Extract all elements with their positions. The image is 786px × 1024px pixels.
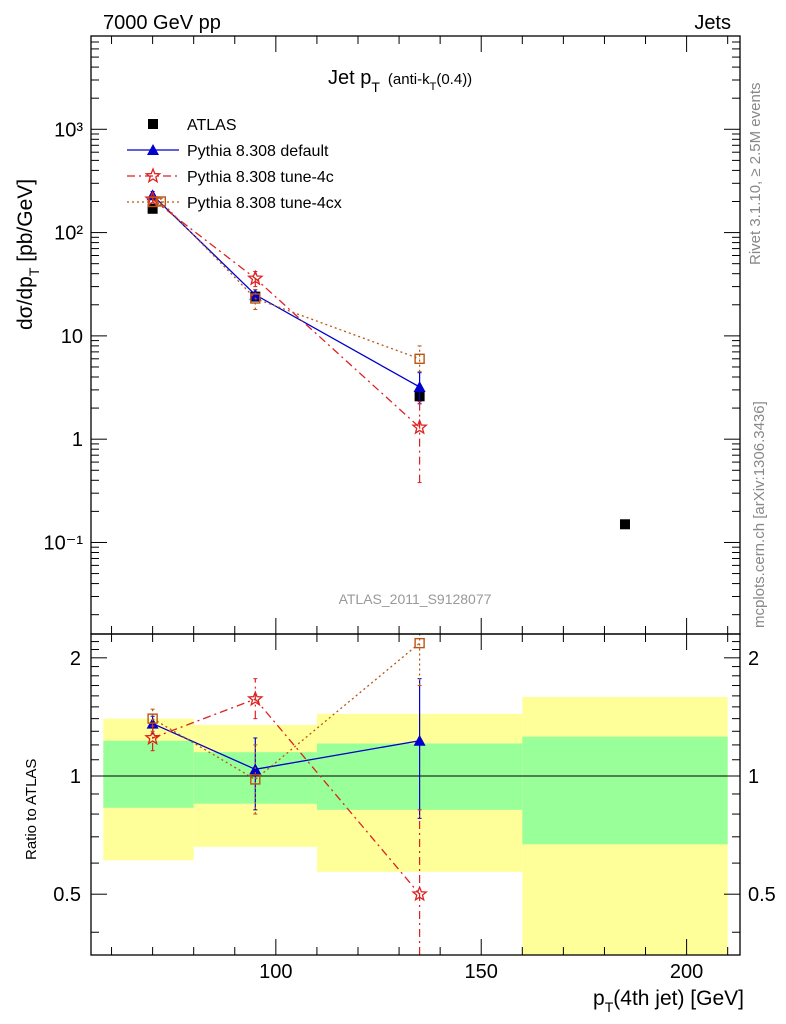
x-axis-label: pT(4th jet) [GeV] [593, 987, 744, 1015]
ratio-y-tick-label-right: 1 [748, 766, 759, 788]
legend-label-pythia-8-308-tune-4c: Pythia 8.308 tune-4c [187, 169, 334, 186]
ratio-point-pythia-8-308-default-2 [413, 734, 426, 746]
point-pythia-8-308-default-2 [413, 380, 426, 392]
legend-marker-pythia-8-308-tune-4cx [147, 196, 159, 208]
header-right: Jets [694, 12, 731, 34]
ratio-line-pythia-8-308-tune-4cx [152, 642, 421, 781]
ratio-point-pythia-8-308-tune-4cx-2 [414, 637, 425, 649]
analysis-watermark: ATLAS_2011_S9128077 [339, 591, 492, 607]
point-pythia-8-308-tune-4cx-1 [250, 293, 261, 304]
x-tick-label: 150 [465, 961, 498, 983]
title-sub: T [371, 79, 380, 95]
line-pythia-8-308-tune-4cx [160, 201, 420, 360]
point-pythia-8-308-tune-4c-2 [411, 418, 428, 435]
ratio-point-pythia-8-308-tune-4cx-1 [250, 774, 261, 785]
ratio-y-tick-label-right: 2 [748, 648, 759, 670]
main-y-axis-label: dσ/dpT [pb/GeV] [14, 179, 42, 330]
point-pythia-8-308-tune-4c-1 [246, 269, 264, 286]
main-y-tick-label: 10² [54, 223, 83, 245]
legend-label-pythia-8-308-tune-4cx: Pythia 8.308 tune-4cx [187, 195, 342, 212]
ratio-y-axis-label: Ratio to ATLAS [23, 759, 40, 860]
ratio-point-pythia-8-308-tune-4c-2 [411, 885, 428, 902]
line-pythia-8-308-tune-4c [152, 198, 421, 428]
point-atlas-3 [619, 519, 630, 530]
ratio-y-tick-label-left: 2 [70, 648, 81, 670]
line-pythia-8-308-default [152, 194, 420, 388]
legend-label-atlas: ATLAS [187, 117, 237, 134]
legend-label-pythia-8-308-default: Pythia 8.308 default [187, 143, 329, 160]
side-text-rivet: Rivet 3.1.10, ≥ 2.5M events [747, 83, 764, 266]
ratio-point-pythia-8-308-tune-4cx-0 [147, 713, 158, 724]
ratio-point-pythia-8-308-tune-4c-1 [246, 690, 264, 707]
legend-marker-pythia-8-308-tune-4c [144, 167, 162, 184]
plot-title: Jet pT (anti-kT(0.4)) [328, 67, 472, 95]
title-main: Jet p [328, 67, 371, 89]
ratio-y-tick-label-right: 0.5 [748, 884, 776, 906]
title-suffix-a: (anti-k [388, 71, 430, 88]
point-atlas-0 [147, 203, 158, 214]
main-y-tick-label: 10³ [54, 119, 83, 141]
legend-marker-atlas [148, 119, 158, 129]
band-inner-3 [522, 736, 728, 845]
ratio-y-tick-label-left: 0.5 [53, 884, 81, 906]
x-tick-label: 200 [670, 961, 703, 983]
title-suffix-b: (0.4)) [436, 71, 472, 88]
legend: ATLAS Pythia 8.308 default Pythia 8.308 tu… [127, 117, 342, 212]
axes: 10⁻¹ 1 10 10² 10³ 0.5 0.5 1 1 2 2 100 150 200 [44, 35, 776, 983]
ratio-uncertainty-bands [91, 696, 740, 955]
point-pythia-8-308-tune-4cx-0 [155, 196, 167, 207]
main-y-tick-label: 1 [72, 429, 83, 451]
ratio-y-tick-label-left: 1 [70, 766, 81, 788]
ratio-panel-series [144, 633, 428, 956]
x-tick-label: 100 [259, 961, 292, 983]
side-text-mcplots: mcplots.cern.ch [arXiv:1306.3436] [751, 401, 768, 628]
legend-marker-pythia-8-308-default [147, 144, 159, 155]
ratio-panel-frame [90, 633, 741, 956]
header-left: 7000 GeV pp [103, 12, 221, 34]
title-suffix-sub: T [430, 81, 437, 93]
main-y-tick-label: 10⁻¹ [44, 532, 84, 554]
band-inner-0 [103, 740, 194, 808]
ratio-point-pythia-8-308-tune-4c-0 [144, 729, 161, 746]
point-pythia-8-308-tune-4cx-2 [414, 353, 425, 364]
main-y-tick-label: 10 [61, 326, 83, 348]
main-panel-series [144, 189, 630, 530]
